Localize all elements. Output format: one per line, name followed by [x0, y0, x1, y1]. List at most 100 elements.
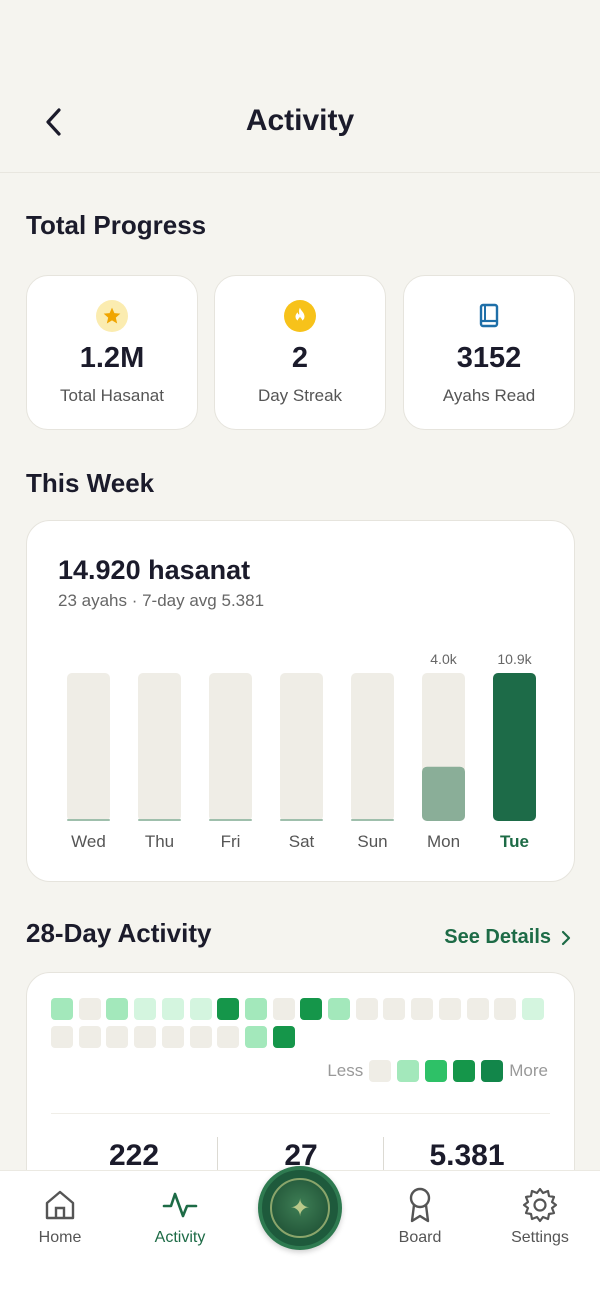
flame-icon	[284, 300, 316, 332]
heatmap-cell	[78, 998, 101, 1020]
week-subtitle: 23 ayahs · 7-day avg 5.381	[58, 591, 265, 610]
bar-day-label: Sun	[357, 832, 387, 851]
heatmap-cell	[134, 1026, 157, 1048]
heatmap-cell	[244, 1026, 267, 1048]
bottom-tab-bar: Home Activity ✦ Board Settings	[0, 1166, 600, 1299]
activity-header: 28-Day Activity See Details	[26, 918, 575, 958]
medal-icon	[409, 1187, 431, 1223]
heatmap-cell	[355, 998, 378, 1020]
tab-board[interactable]: Board	[360, 1185, 480, 1247]
bar-day-label: Mon	[427, 832, 460, 851]
legend-swatch	[425, 1060, 448, 1082]
heatmap-cell	[134, 998, 157, 1020]
tab-home[interactable]: Home	[0, 1185, 120, 1247]
heatmap-cell	[411, 998, 434, 1020]
heatmap-cell	[161, 1026, 184, 1048]
heatmap-cell	[300, 998, 323, 1020]
heatmap-cell	[466, 998, 489, 1020]
bar-thu	[138, 819, 181, 821]
stat-value: 3152	[456, 342, 522, 374]
heatmap-cell	[51, 1026, 73, 1048]
bar-day-label: Tue	[500, 832, 529, 851]
bar-value-label: 10.9k	[497, 651, 532, 667]
divider	[51, 1113, 550, 1114]
bar-day-label: Fri	[221, 832, 241, 851]
home-icon	[45, 1190, 75, 1220]
bar-track	[280, 673, 323, 821]
book-icon	[473, 300, 505, 332]
divider	[383, 1137, 384, 1177]
this-week-card: 14.920 hasanat 23 ayahs · 7-day avg 5.38…	[26, 520, 575, 882]
legend-swatch	[481, 1060, 504, 1082]
bar-track	[209, 673, 252, 821]
summary-value: 5.381	[429, 1139, 505, 1172]
header: Activity	[0, 0, 600, 173]
tab-label: Settings	[511, 1229, 569, 1246]
heatmap-cell	[494, 998, 517, 1020]
back-button[interactable]	[36, 102, 72, 142]
legend-swatch	[453, 1060, 476, 1082]
stat-card-day-streak: 2 Day Streak	[214, 275, 386, 430]
bar-wed	[67, 819, 110, 821]
see-details-label: See Details	[444, 926, 551, 948]
tab-label: Home	[38, 1229, 82, 1246]
chevron-right-icon	[561, 930, 571, 945]
heatmap-cell	[189, 1026, 212, 1048]
stat-label: Day Streak	[257, 386, 343, 405]
heatmap-cell	[106, 998, 129, 1020]
bar-sun	[351, 819, 394, 821]
week-total-hasanat: 14.920 hasanat	[58, 555, 251, 585]
summary-value: 222	[108, 1139, 160, 1172]
heatmap-cell	[383, 998, 406, 1020]
legend-swatch	[397, 1060, 420, 1082]
bar-sat	[280, 819, 323, 821]
bar-track	[138, 673, 181, 821]
heatmap-cell	[438, 998, 461, 1020]
heatmap-cell	[217, 1026, 240, 1048]
tab-activity[interactable]: Activity	[120, 1185, 240, 1247]
heatmap-cell	[189, 998, 212, 1020]
legend-more-label: More	[509, 1061, 548, 1080]
see-details-link[interactable]: See Details	[444, 926, 571, 949]
activity-title: 28-Day Activity	[26, 918, 212, 948]
star-icon	[96, 300, 128, 332]
stat-value: 2	[291, 342, 309, 374]
tab-label: Board	[398, 1229, 442, 1246]
bar-mon	[422, 766, 465, 821]
tab-settings[interactable]: Settings	[480, 1185, 600, 1247]
heatmap-cell	[244, 998, 267, 1020]
quran-button[interactable]: ✦	[258, 1166, 342, 1250]
weekly-bar-chart: Wed Thu Fri Sat Sun 4.0k Mon 10.9k Tue	[67, 651, 536, 851]
page-title: Activity	[245, 104, 355, 137]
bar-track	[351, 673, 394, 821]
tab-label: Activity	[154, 1229, 206, 1246]
bar-day-label: Wed	[71, 832, 106, 851]
stat-label: Total Hasanat	[60, 386, 164, 405]
this-week-title: This Week	[26, 468, 155, 498]
legend-less-label: Less	[327, 1061, 364, 1080]
heatmap-cell	[51, 998, 73, 1020]
bar-fri	[209, 819, 252, 821]
heatmap-cell	[78, 1026, 101, 1048]
bar-tue	[493, 673, 536, 821]
activity-icon	[162, 1192, 198, 1218]
stat-card-total-hasanat: 1.2M Total Hasanat	[26, 275, 198, 430]
stat-card-ayahs-read: 3152 Ayahs Read	[403, 275, 575, 430]
heatmap-cell	[521, 998, 544, 1020]
stat-value: 1.2M	[79, 342, 145, 374]
stat-label: Ayahs Read	[442, 386, 536, 405]
heatmap-legend: Less More	[327, 1060, 548, 1082]
heatmap-cell	[272, 998, 295, 1020]
legend-swatch	[369, 1060, 392, 1082]
chevron-left-icon	[46, 108, 61, 136]
quran-icon: ✦	[270, 1178, 330, 1238]
divider	[217, 1137, 218, 1177]
bar-track	[67, 673, 110, 821]
heatmap-cell	[161, 998, 184, 1020]
bar-day-label: Thu	[145, 832, 174, 851]
bar-value-label: 4.0k	[430, 651, 457, 667]
heatmap-cell	[106, 1026, 129, 1048]
heatmap-cell	[217, 998, 240, 1020]
heatmap-cell	[272, 1026, 295, 1048]
total-progress-title: Total Progress	[26, 210, 207, 240]
